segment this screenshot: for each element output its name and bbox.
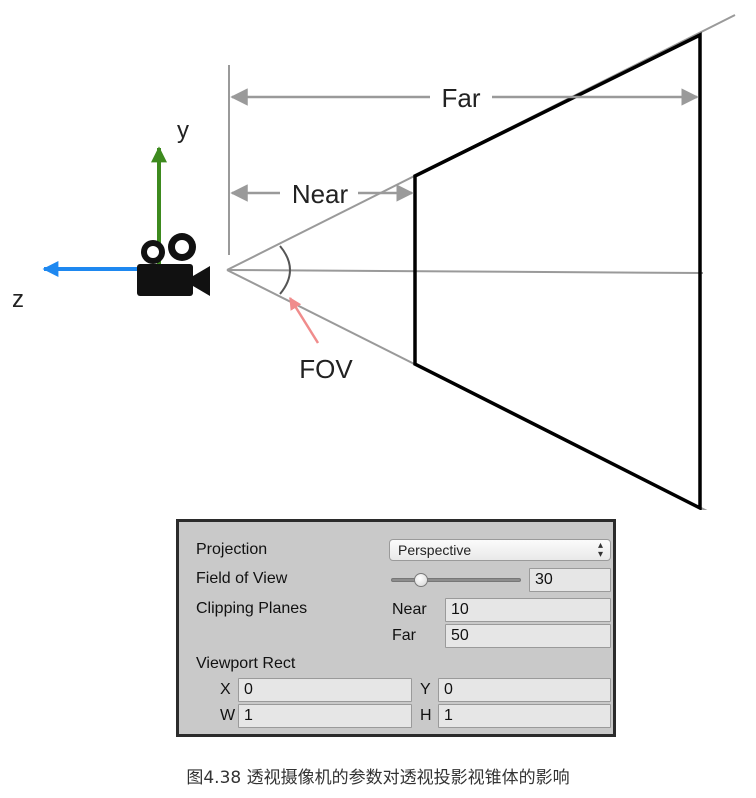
projection-dropdown[interactable]: Perspective ▴ ▾ — [389, 539, 611, 561]
slider-track — [391, 578, 521, 582]
fov-label: FOV — [299, 354, 353, 384]
viewport-x-input[interactable]: 0 — [238, 678, 412, 702]
viewport-x-label: X — [220, 680, 231, 700]
far-plane-label: Far — [392, 626, 416, 646]
viewport-h-label: H — [420, 706, 432, 726]
far-plane-input[interactable]: 50 — [445, 624, 611, 648]
viewport-w-input[interactable]: 1 — [238, 704, 412, 728]
projection-value: Perspective — [398, 542, 471, 558]
y-axis-label: y — [177, 117, 189, 144]
viewport-y-label: Y — [420, 680, 431, 700]
frustum-bottom-ray — [227, 270, 735, 510]
field-of-view-slider[interactable] — [391, 571, 521, 589]
field-of-view-input[interactable]: 30 — [529, 568, 611, 592]
z-axis-label: z — [12, 286, 24, 313]
video-camera-icon — [137, 233, 210, 296]
fov-pointer-arrow — [290, 298, 318, 343]
near-plane-input[interactable]: 10 — [445, 598, 611, 622]
viewport-y-input[interactable]: 0 — [438, 678, 611, 702]
viewport-rect-label: Viewport Rect — [196, 654, 295, 674]
near-label: Near — [292, 179, 349, 209]
slider-thumb[interactable] — [414, 573, 428, 587]
far-label: Far — [442, 83, 481, 113]
figure-caption: 图4.38 透视摄像机的参数对透视投影视锥体的影响 — [0, 763, 756, 788]
projection-label: Projection — [196, 540, 267, 560]
viewport-h-input[interactable]: 1 — [438, 704, 611, 728]
viewport-w-label: W — [220, 706, 235, 726]
frustum-center-line — [227, 270, 703, 273]
clipping-planes-label: Clipping Planes — [196, 599, 307, 619]
field-of-view-label: Field of View — [196, 569, 287, 589]
dropdown-arrows-icon: ▴ ▾ — [598, 541, 603, 559]
near-plane-label: Near — [392, 600, 427, 620]
camera-inspector-panel: Projection Perspective ▴ ▾ Field of View … — [176, 519, 616, 737]
camera-frustum-diagram: Far Near FOV y z — [0, 0, 756, 510]
